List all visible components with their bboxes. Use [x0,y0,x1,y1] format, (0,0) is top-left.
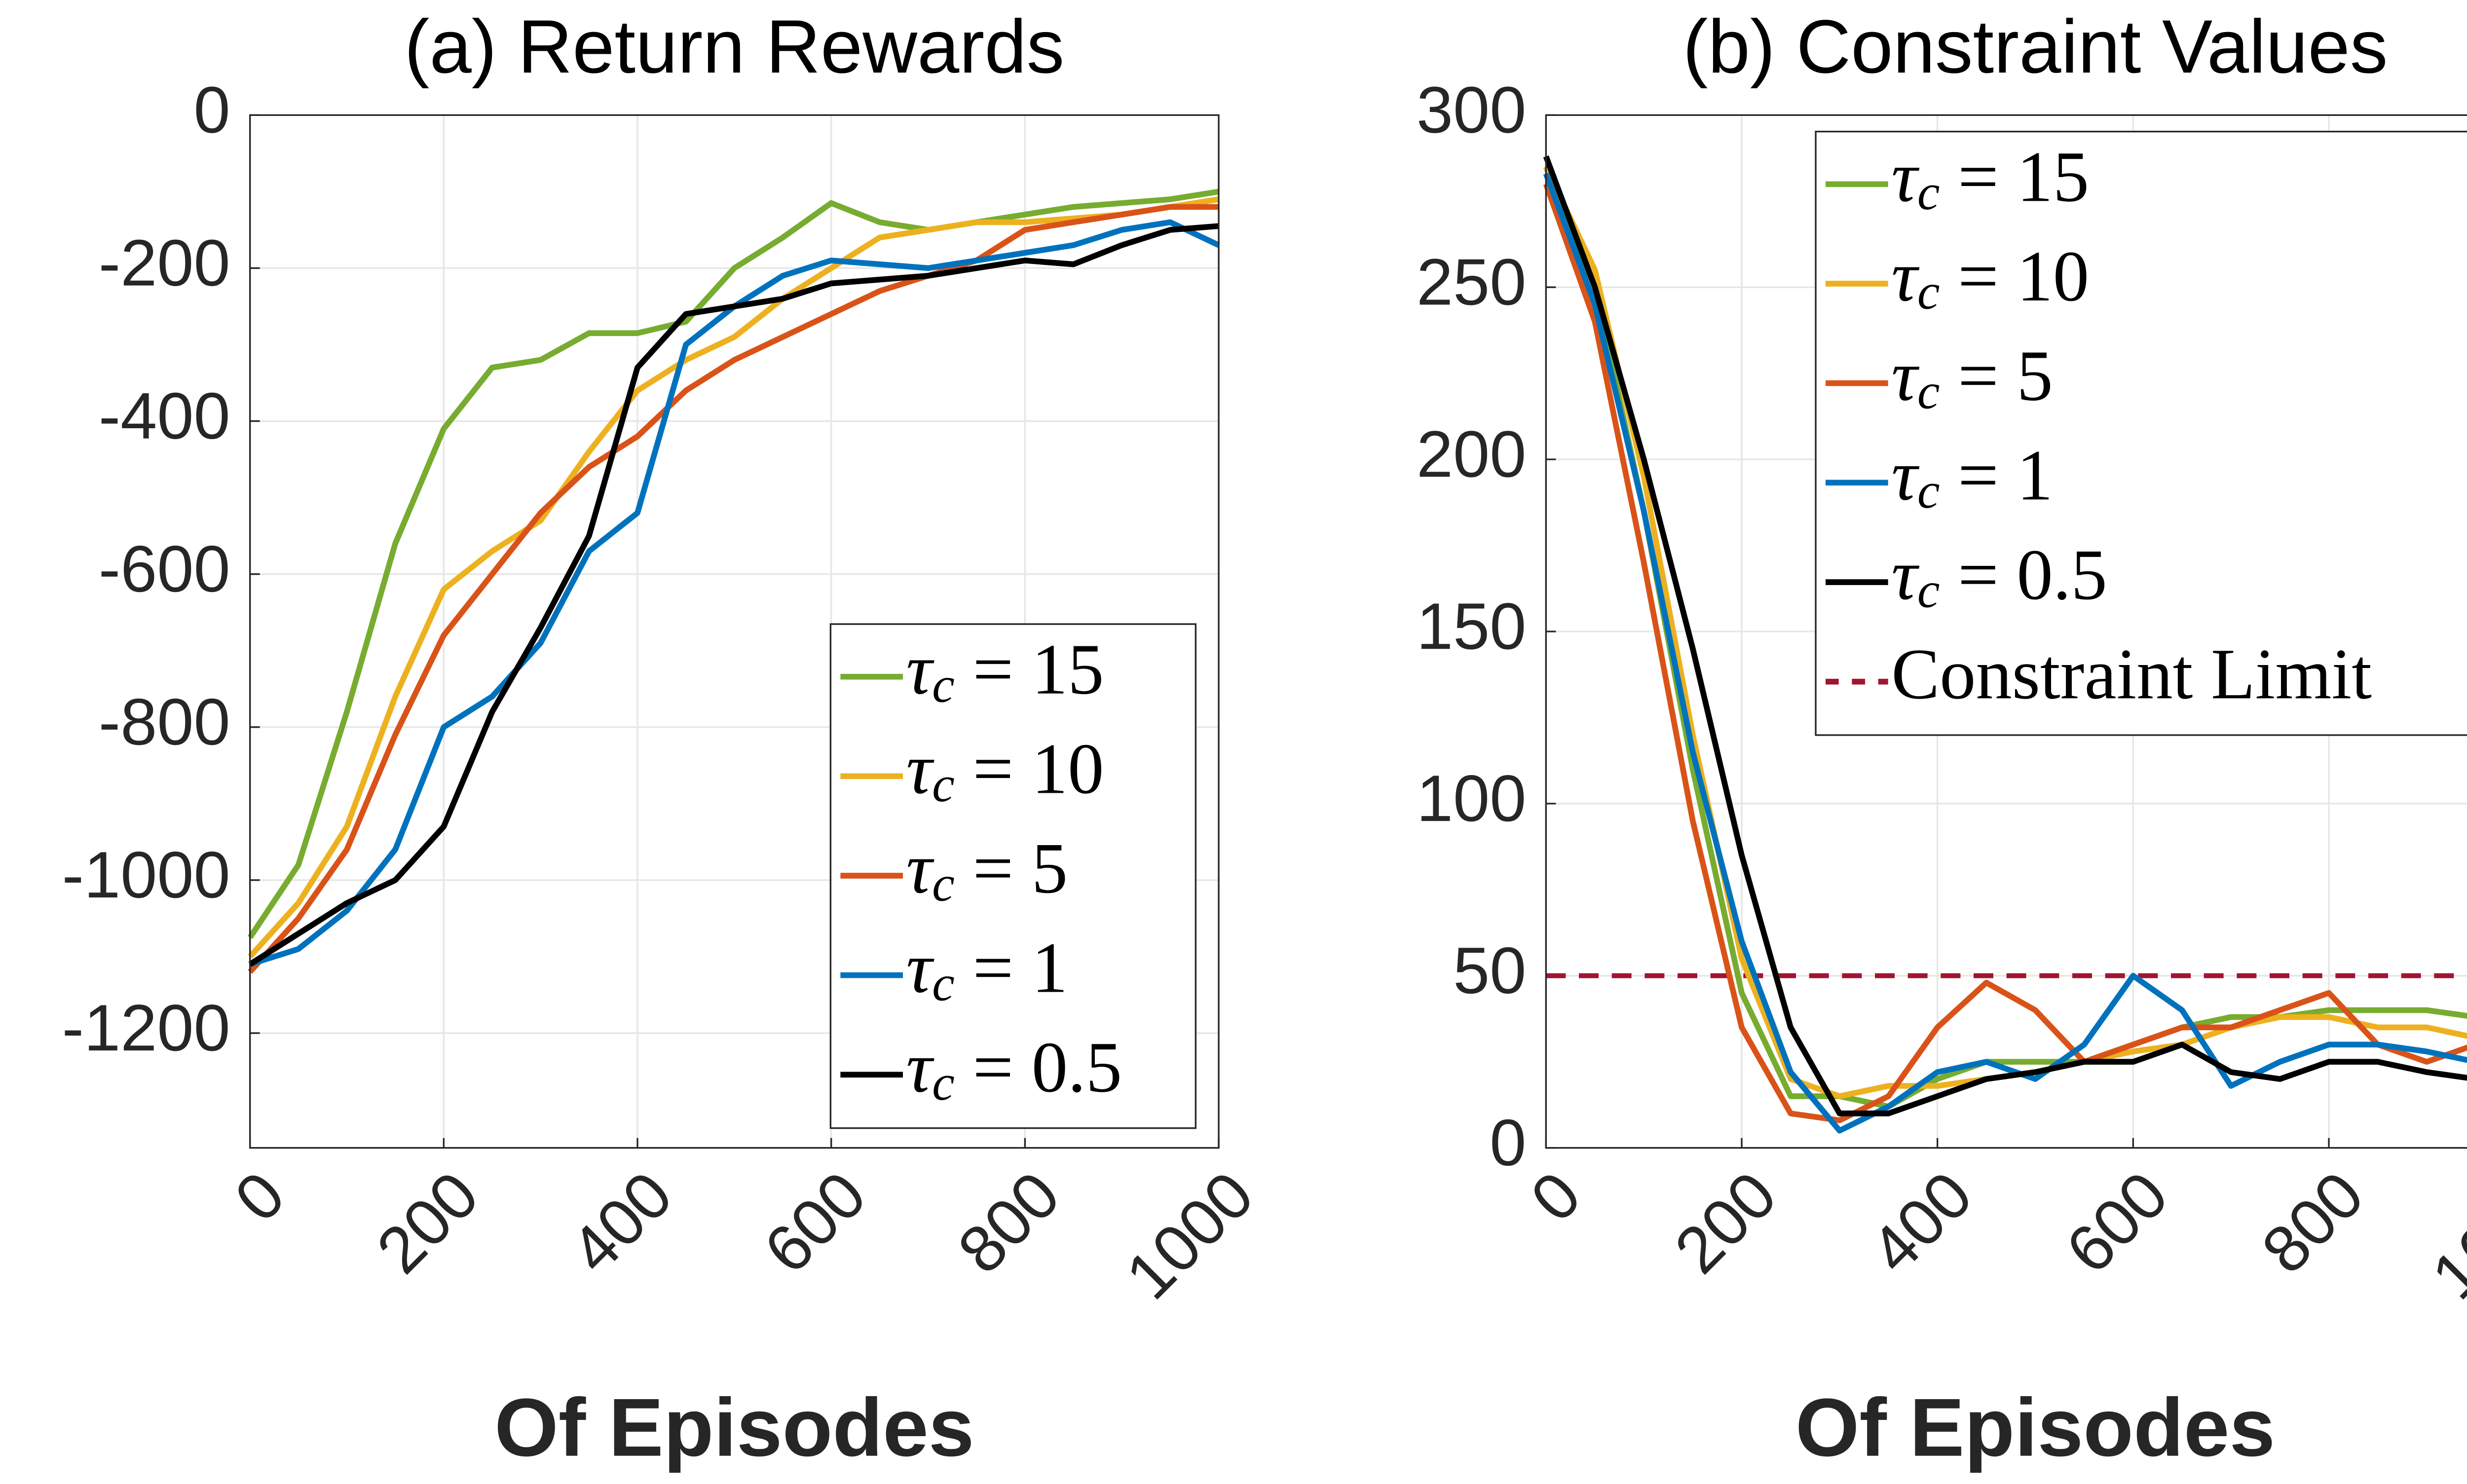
y-tick-label: 0 [1490,1106,1526,1180]
legend-label: τc = 5 [906,828,1068,912]
x-tick-label: 200 [1661,1158,1791,1288]
legend-label: τc = 10 [1891,236,2089,320]
y-tick-label: 50 [1453,934,1526,1007]
legend-label: τc = 1 [1891,435,2053,519]
chart-title: (b) Constraint Values [1683,4,2388,89]
y-tick-label: -400 [99,379,230,453]
y-tick-label: 300 [1417,74,1526,147]
legend-label: Constraint Limit [1891,633,2372,714]
legend-box [829,623,1197,1129]
series-line [248,204,1219,974]
x-tick-label: 600 [2052,1158,2182,1288]
y-tick-label: -1000 [62,838,230,912]
x-tick-label: 600 [750,1158,880,1288]
x-tick-label: 1000 [1112,1158,1268,1313]
y-tick-label: 150 [1417,590,1526,663]
chart-title: (a) Return Rewards [404,4,1064,89]
series-line [1543,165,2467,1110]
x-tick-label: 400 [1857,1158,1986,1288]
plot-frame [249,114,1220,1149]
legend-box [1815,130,2467,736]
legend-label: τc = 0.5 [1891,534,2107,619]
series-line [1543,172,2467,1134]
x-tick-label: 800 [2248,1158,2378,1288]
y-tick-label: -800 [99,685,230,759]
legend-label: τc = 5 [1891,335,2053,419]
y-tick-label: -600 [99,532,230,606]
legend-label: τc = 0.5 [906,1027,1122,1111]
y-tick-label: 100 [1417,762,1526,835]
legend-label: τc = 15 [906,629,1104,713]
series-line [248,223,1219,967]
x-tick-label: 200 [363,1158,492,1288]
y-tick-label: 200 [1417,417,1526,491]
y-tick-label: -200 [99,226,230,300]
x-tick-label: 0 [1517,1158,1595,1236]
legend-label: τc = 1 [906,927,1068,1011]
x-tick-label: 0 [221,1158,299,1236]
plot-frame [1545,114,2467,1149]
series-line [1543,155,2467,1116]
x-axis-label: Of Episodes [494,1382,974,1474]
y-tick-label: 0 [194,74,230,147]
series-line [1543,183,2467,1123]
x-tick-label: 400 [557,1158,686,1288]
x-tick-label: 1000 [2418,1158,2467,1313]
x-axis-label: Of Episodes [1795,1382,2275,1474]
y-tick-label: -1200 [62,991,230,1065]
legend-label: τc = 10 [906,728,1104,813]
legend-label: τc = 15 [1891,136,2089,221]
series-line [248,196,1219,959]
x-tick-label: 800 [944,1158,1074,1288]
y-tick-label: 250 [1417,245,1526,319]
series-line [247,188,1219,939]
